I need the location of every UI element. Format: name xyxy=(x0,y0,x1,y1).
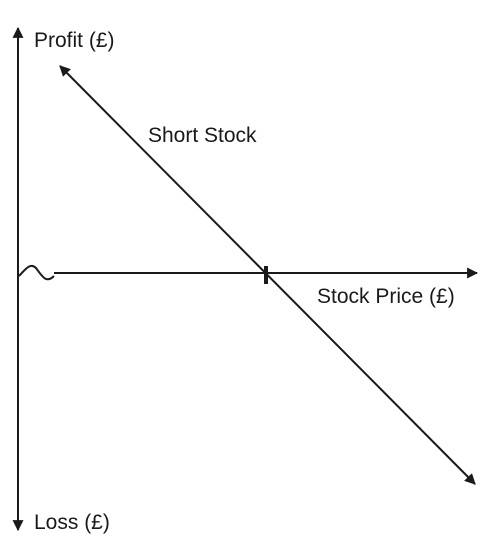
loss-axis-label: Loss (£) xyxy=(34,511,110,534)
profit-axis-label: Profit (£) xyxy=(34,29,115,52)
axis-break-squiggle xyxy=(18,264,55,281)
stock-price-axis-label: Stock Price (£) xyxy=(317,285,455,308)
short-stock-payoff-line xyxy=(59,65,476,485)
short-stock-label: Short Stock xyxy=(148,124,257,147)
